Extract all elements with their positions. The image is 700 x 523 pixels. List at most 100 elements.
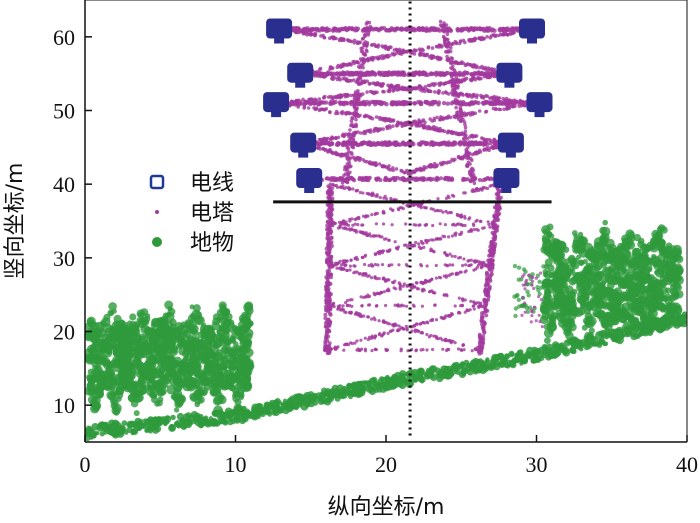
tower-point: [356, 223, 360, 227]
tower-point: [373, 335, 377, 339]
ground-point: [157, 396, 164, 403]
ground-point: [209, 358, 220, 369]
ground-point: [674, 289, 684, 299]
ground-point: [481, 364, 490, 373]
tower-point: [327, 322, 332, 327]
tower-point: [387, 238, 391, 242]
ground-point: [627, 284, 633, 290]
tower-point: [484, 308, 489, 313]
ground-point: [662, 252, 669, 259]
ground-point: [654, 289, 664, 299]
tower-point: [466, 163, 470, 168]
ground-point: [608, 264, 617, 273]
ground-point: [166, 384, 177, 395]
ground-point: [229, 355, 239, 365]
tower-point: [361, 191, 365, 195]
tower-point: [425, 264, 429, 268]
ground-point: [541, 343, 549, 351]
ground-point: [573, 340, 582, 348]
ground-point: [324, 391, 331, 397]
tower-point: [366, 337, 370, 342]
tower-point: [472, 301, 476, 305]
tower-point: [340, 308, 344, 312]
tower-point: [431, 347, 435, 352]
ground-point: [593, 337, 599, 342]
ground-point: [429, 365, 438, 373]
ground-point: [497, 352, 505, 360]
ground-point: [608, 247, 618, 257]
ground-point: [584, 279, 591, 287]
tower-point: [445, 348, 449, 353]
tower-point: [358, 65, 362, 70]
ground-point: [144, 360, 151, 367]
tower-point: [494, 205, 499, 209]
ground-point: [225, 373, 231, 380]
ground-point: [554, 287, 561, 294]
tower-point: [424, 206, 428, 210]
ground-point: [292, 393, 300, 401]
ground-point: [423, 372, 432, 380]
ground-point: [209, 387, 219, 397]
ground-point: [86, 375, 93, 381]
tower-point: [347, 187, 352, 191]
tower-point: [454, 105, 458, 110]
tower-point: [359, 49, 364, 53]
ground-point: [443, 365, 450, 373]
ground-point: [579, 347, 584, 352]
tower-point: [350, 341, 354, 346]
tower-point: [380, 44, 385, 48]
ground-point: [372, 380, 379, 387]
tower-point: [446, 253, 450, 258]
tower-point: [377, 319, 381, 323]
tower-point: [361, 214, 366, 218]
ground-point: [238, 345, 248, 355]
tower-point: [456, 311, 461, 315]
ground-point: [548, 315, 557, 323]
ground-point: [192, 415, 200, 423]
ground-point: [578, 260, 585, 266]
ground-point: [512, 263, 518, 269]
tower-point: [364, 22, 369, 26]
tower-point: [453, 304, 457, 308]
ground-point: [524, 350, 532, 358]
tower-point: [348, 128, 352, 132]
tower-point: [335, 263, 339, 267]
ground-point: [541, 264, 546, 269]
ground-point: [600, 244, 610, 254]
ground-point: [109, 379, 116, 386]
ground-point: [97, 340, 107, 350]
ground-point: [617, 328, 623, 335]
ground-point: [654, 269, 660, 275]
ground-point: [213, 405, 224, 416]
ground-point: [630, 333, 638, 341]
tower-point: [453, 39, 458, 44]
tower-point: [450, 272, 455, 276]
ground-point: [660, 326, 665, 331]
ground-point: [593, 241, 602, 249]
ground-point: [588, 331, 594, 338]
tower-point: [366, 33, 371, 37]
tower-point: [405, 284, 409, 288]
ground-point: [672, 247, 683, 258]
ground-point: [217, 358, 224, 366]
ground-point: [159, 374, 168, 383]
tower-point: [349, 151, 354, 155]
tower-point: [321, 33, 325, 38]
tower-point: [420, 331, 425, 335]
tower-point: [490, 230, 495, 235]
ground-point: [638, 278, 645, 284]
ground-point: [212, 313, 221, 321]
tower-point: [493, 234, 498, 239]
ground-point: [664, 293, 672, 301]
tower-point: [485, 35, 489, 39]
tower-point: [326, 351, 331, 356]
tower-point: [351, 124, 355, 128]
tower-point: [367, 294, 372, 298]
tower-point: [434, 276, 438, 280]
ground-point: [180, 417, 188, 425]
tower-point: [451, 223, 455, 227]
tower-point: [449, 46, 453, 50]
ground-point: [189, 380, 197, 388]
ground-point: [216, 372, 225, 381]
tower-point: [472, 307, 476, 311]
